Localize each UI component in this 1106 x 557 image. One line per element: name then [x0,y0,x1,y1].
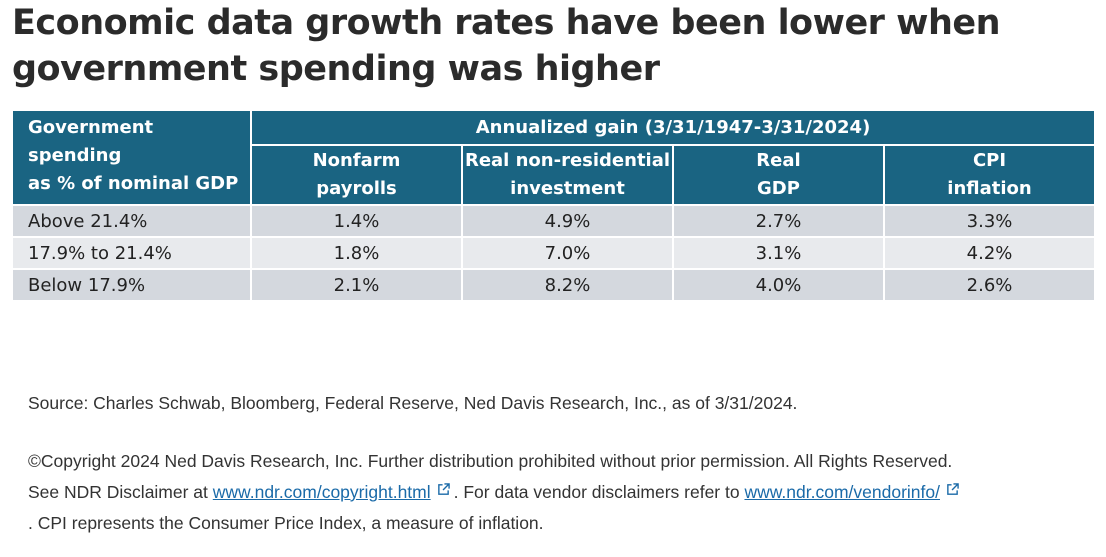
table-cell: 2.1% [250,268,462,300]
row-header-line1: Government spending [28,117,154,166]
table-cell: 4.0% [672,268,884,300]
disclaimer-middle: . For data vendor disclaimers refer to [453,482,740,502]
ndr-vendorinfo-link[interactable]: www.ndr.com/vendorinfo/ [744,482,940,502]
table-cell: 4.9% [461,204,673,237]
external-link-icon [437,483,450,495]
table-row: 17.9% to 21.4% 1.8% 7.0% 3.1% 4.2% [13,236,1095,269]
table-row: Above 21.4% 1.4% 4.9% 2.7% 3.3% [13,204,1095,237]
table-cell: 7.0% [461,236,673,269]
table-cell: 1.8% [250,236,462,269]
group-header: Annualized gain (3/31/1947-3/31/2024) [249,111,1095,146]
table-cell: 2.6% [882,268,1095,300]
copyright-text: ©Copyright 2024 Ned Davis Research, Inc.… [28,451,953,471]
column-header-real-investment: Real non-residential investment [461,145,673,205]
table-cell: 3.1% [672,236,884,269]
table-cell: 4.2% [882,236,1095,269]
external-link-icon [947,483,959,495]
row-label: Above 21.4% [13,204,251,237]
row-label: Below 17.9% [13,268,251,300]
cpi-note: . CPI represents the Consumer Price Inde… [28,513,544,533]
data-table: Government spending as % of nominal GDP … [13,111,1095,300]
column-header-nonfarm-payrolls: Nonfarm payrolls [250,145,462,205]
table-cell: 3.3% [882,204,1095,237]
disclaimer-prefix: See NDR Disclaimer at [28,482,208,502]
chart-title: Economic data growth rates have been low… [12,3,1001,89]
row-header-line2: as % of nominal GDP [28,173,239,194]
column-header-real-gdp: Real GDP [672,145,884,205]
column-header-cpi-inflation: CPI inflation [882,145,1095,205]
table-cell: 8.2% [461,268,673,300]
copyright-note: ©Copyright 2024 Ned Davis Research, Inc.… [28,446,1098,539]
table-cell: 1.4% [250,204,462,237]
ndr-copyright-link[interactable]: www.ndr.com/copyright.html [212,482,431,502]
table-row: Below 17.9% 2.1% 8.2% 4.0% 2.6% [13,268,1095,300]
table-cell: 2.7% [672,204,884,237]
row-label: 17.9% to 21.4% [13,236,251,269]
source-note: Source: Charles Schwab, Bloomberg, Feder… [28,393,798,413]
row-header: Government spending as % of nominal GDP [13,111,251,205]
